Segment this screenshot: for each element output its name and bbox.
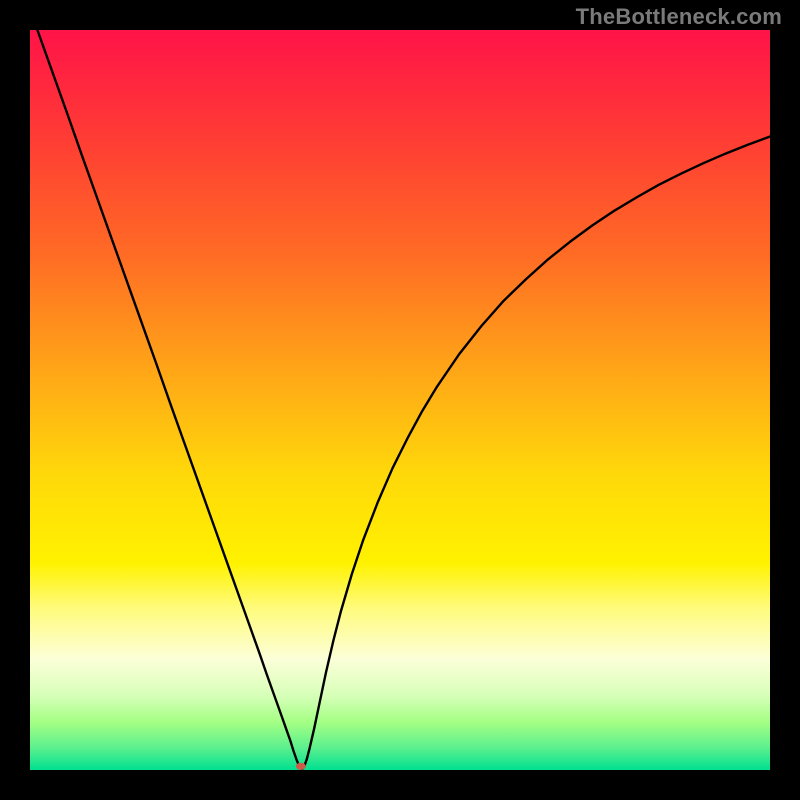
minimum-marker xyxy=(296,763,306,770)
outer-frame: TheBottleneck.com xyxy=(0,0,800,800)
plot-background xyxy=(30,30,770,770)
bottleneck-chart xyxy=(0,0,800,800)
